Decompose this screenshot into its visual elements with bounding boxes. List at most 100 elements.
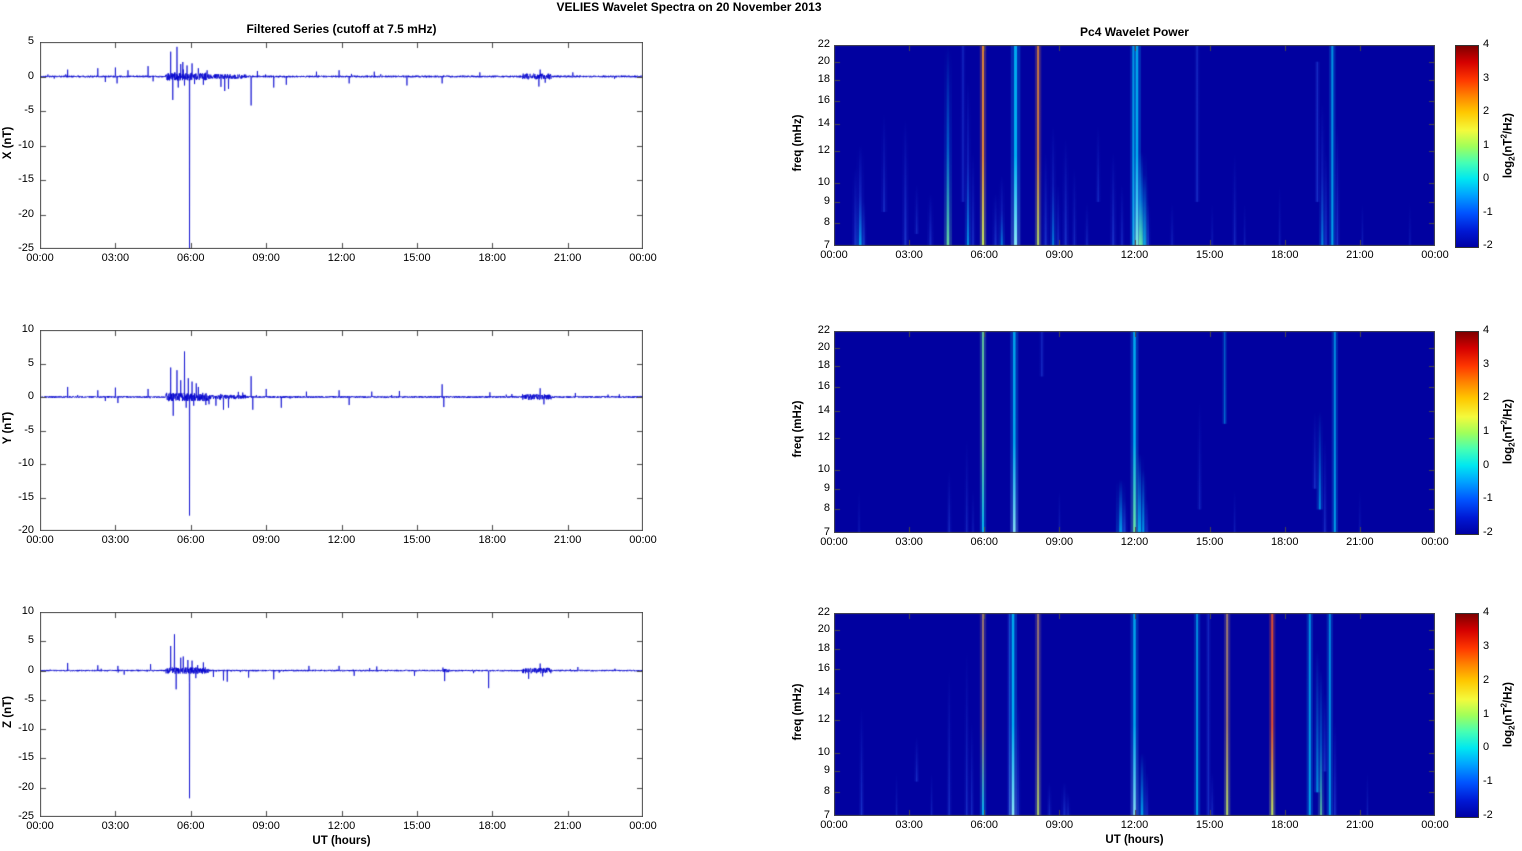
wt-y-xtick-2: 06:00 [970, 536, 999, 548]
wt-z-cbtick-1: 3 [1483, 639, 1490, 652]
wt-y-xtick-6: 18:00 [1270, 536, 1299, 548]
wt-y-xtick-8: 00:00 [1421, 536, 1449, 548]
wt-y-xtick-3: 09:00 [1045, 536, 1074, 548]
plot-canvas-ts-x [40, 42, 643, 249]
ts-y-ytick-3: -5 [24, 423, 34, 436]
wt-z-ytick-9: 7 [823, 809, 830, 821]
wt-x-ytick-3: 16 [817, 93, 830, 106]
wt-z-xtick-1: 03:00 [895, 819, 923, 831]
plot-canvas-wt-x [834, 45, 1435, 246]
ts-y-xtick-4: 12:00 [327, 534, 356, 546]
ts-z-ytick-1: 5 [27, 634, 34, 647]
colorbar-wt-z [1455, 613, 1479, 818]
wt-y-xtick-5: 15:00 [1195, 536, 1224, 548]
ts-y-xtick-6: 18:00 [478, 534, 507, 546]
wt-z-xtick-4: 12:00 [1120, 819, 1149, 831]
axis-label-wt-y: freq (mHz) [792, 400, 804, 458]
colorbar-label-part: /Hz) [1502, 112, 1515, 134]
plot-canvas-wt-z [834, 613, 1435, 816]
colorbar-label-part: (nT [1502, 138, 1515, 156]
ts-z-xtick-0: 00:00 [26, 820, 54, 832]
ts-y-xtick-2: 06:00 [176, 534, 205, 546]
colorbar-label-part: 2 [1507, 442, 1517, 447]
ts-y-ytick-6: -20 [18, 524, 34, 536]
wt-y-cbtick-5: -1 [1483, 492, 1493, 505]
ts-z-xtick-4: 12:00 [327, 820, 356, 832]
colorbar-label-part: log [1502, 446, 1515, 465]
ts-x-xtick-3: 09:00 [252, 252, 280, 264]
wt-x-cbtick-1: 3 [1483, 71, 1490, 84]
wt-z-xtick-2: 06:00 [970, 819, 999, 831]
ts-y-ytick-5: -15 [18, 490, 34, 503]
ts-y-xtick-3: 09:00 [252, 534, 280, 546]
wt-x-title: Pc4 Wavelet Power [1080, 25, 1189, 39]
wt-y-ytick-3: 16 [817, 380, 830, 393]
wt-y-cbtick-2: 2 [1483, 391, 1490, 404]
ts-x-ytick-1: 0 [27, 69, 34, 82]
colorbar-wt-x [1455, 45, 1479, 248]
wt-x-ytick-2: 18 [817, 73, 830, 86]
wt-z-ytick-4: 14 [817, 686, 830, 699]
wt-x-ytick-4: 14 [817, 117, 830, 130]
ts-x-ytick-2: -5 [24, 104, 34, 116]
wt-z-ytick-3: 16 [817, 662, 830, 675]
wt-z-xtick-5: 15:00 [1195, 819, 1224, 831]
colorbar-label-part: (nT [1502, 424, 1515, 443]
ts-y-xtick-1: 03:00 [101, 534, 130, 546]
wt-x-ytick-7: 9 [823, 194, 830, 207]
wt-x-ytick-0: 22 [817, 38, 830, 50]
plot-canvas-wt-y [834, 331, 1435, 533]
axis-label-wt-x: freq (mHz) [792, 114, 804, 171]
wt-z-cbtick-3: 1 [1483, 707, 1490, 720]
ts-x-title: Filtered Series (cutoff at 7.5 mHz) [246, 22, 437, 36]
ts-z-xtick-2: 06:00 [176, 820, 205, 832]
axis-label-wt-z: freq (mHz) [792, 683, 804, 740]
ts-x-xtick-5: 15:00 [403, 252, 431, 264]
wt-x-xtick-6: 18:00 [1270, 249, 1299, 261]
colorbar-label-part: 2 [1507, 155, 1517, 161]
ts-z-ytick-3: -5 [24, 692, 34, 705]
colorbar-label-wt-y: log2(nT2/Hz) [1499, 332, 1516, 532]
wt-x-ytick-9: 7 [823, 239, 830, 251]
wt-z-ytick-5: 12 [817, 713, 830, 726]
ts-z-xtick-3: 09:00 [252, 820, 280, 832]
ts-z-ytick-7: -25 [18, 810, 34, 822]
wt-z-xtick-8: 00:00 [1421, 819, 1449, 831]
wt-y-ytick-7: 9 [823, 481, 830, 494]
wt-z-ytick-7: 9 [823, 764, 830, 777]
ts-z-ytick-4: -10 [18, 722, 34, 735]
ts-z-xtick-1: 03:00 [101, 820, 130, 832]
wt-x-xtick-1: 03:00 [895, 249, 923, 261]
wt-y-cbtick-1: 3 [1483, 357, 1490, 370]
ts-z-ytick-5: -15 [18, 751, 34, 764]
wt-y-ytick-8: 8 [823, 502, 830, 515]
wt-x-xtick-4: 12:00 [1120, 249, 1149, 261]
wt-x-ytick-6: 10 [817, 176, 830, 189]
wt-y-xtick-7: 21:00 [1346, 536, 1374, 548]
figure-title: VELIES Wavelet Spectra on 20 November 20… [556, 0, 822, 14]
wt-y-xtick-1: 03:00 [895, 536, 923, 548]
ts-z-xtick-8: 00:00 [629, 820, 657, 832]
ts-z-ytick-0: 10 [21, 605, 34, 617]
wt-y-ytick-2: 18 [817, 359, 830, 372]
ts-x-xtick-2: 06:00 [176, 252, 205, 264]
ts-z-xtick-7: 21:00 [553, 820, 582, 832]
plot-canvas-ts-y [40, 330, 643, 531]
ts-y-xtick-8: 00:00 [629, 534, 657, 546]
wt-y-xtick-4: 12:00 [1120, 536, 1149, 548]
wt-z-cbtick-6: -2 [1483, 809, 1493, 821]
wt-z-cbtick-2: 2 [1483, 673, 1490, 686]
wt-x-xtick-2: 06:00 [970, 249, 999, 261]
wt-z-cbtick-0: 4 [1483, 606, 1490, 618]
ts-y-ytick-1: 5 [27, 356, 34, 369]
wt-x-xtick-3: 09:00 [1045, 249, 1074, 261]
wt-z-xlabel: UT (hours) [1105, 834, 1164, 846]
wt-y-ytick-9: 7 [823, 526, 830, 538]
wt-x-cbtick-6: -2 [1483, 239, 1493, 251]
wt-z-ytick-0: 22 [817, 606, 830, 618]
wt-x-ytick-5: 12 [817, 144, 830, 157]
ts-x-xtick-1: 03:00 [101, 252, 130, 264]
plot-canvas-ts-z [40, 612, 643, 817]
ts-z-xlabel: UT (hours) [312, 835, 371, 847]
